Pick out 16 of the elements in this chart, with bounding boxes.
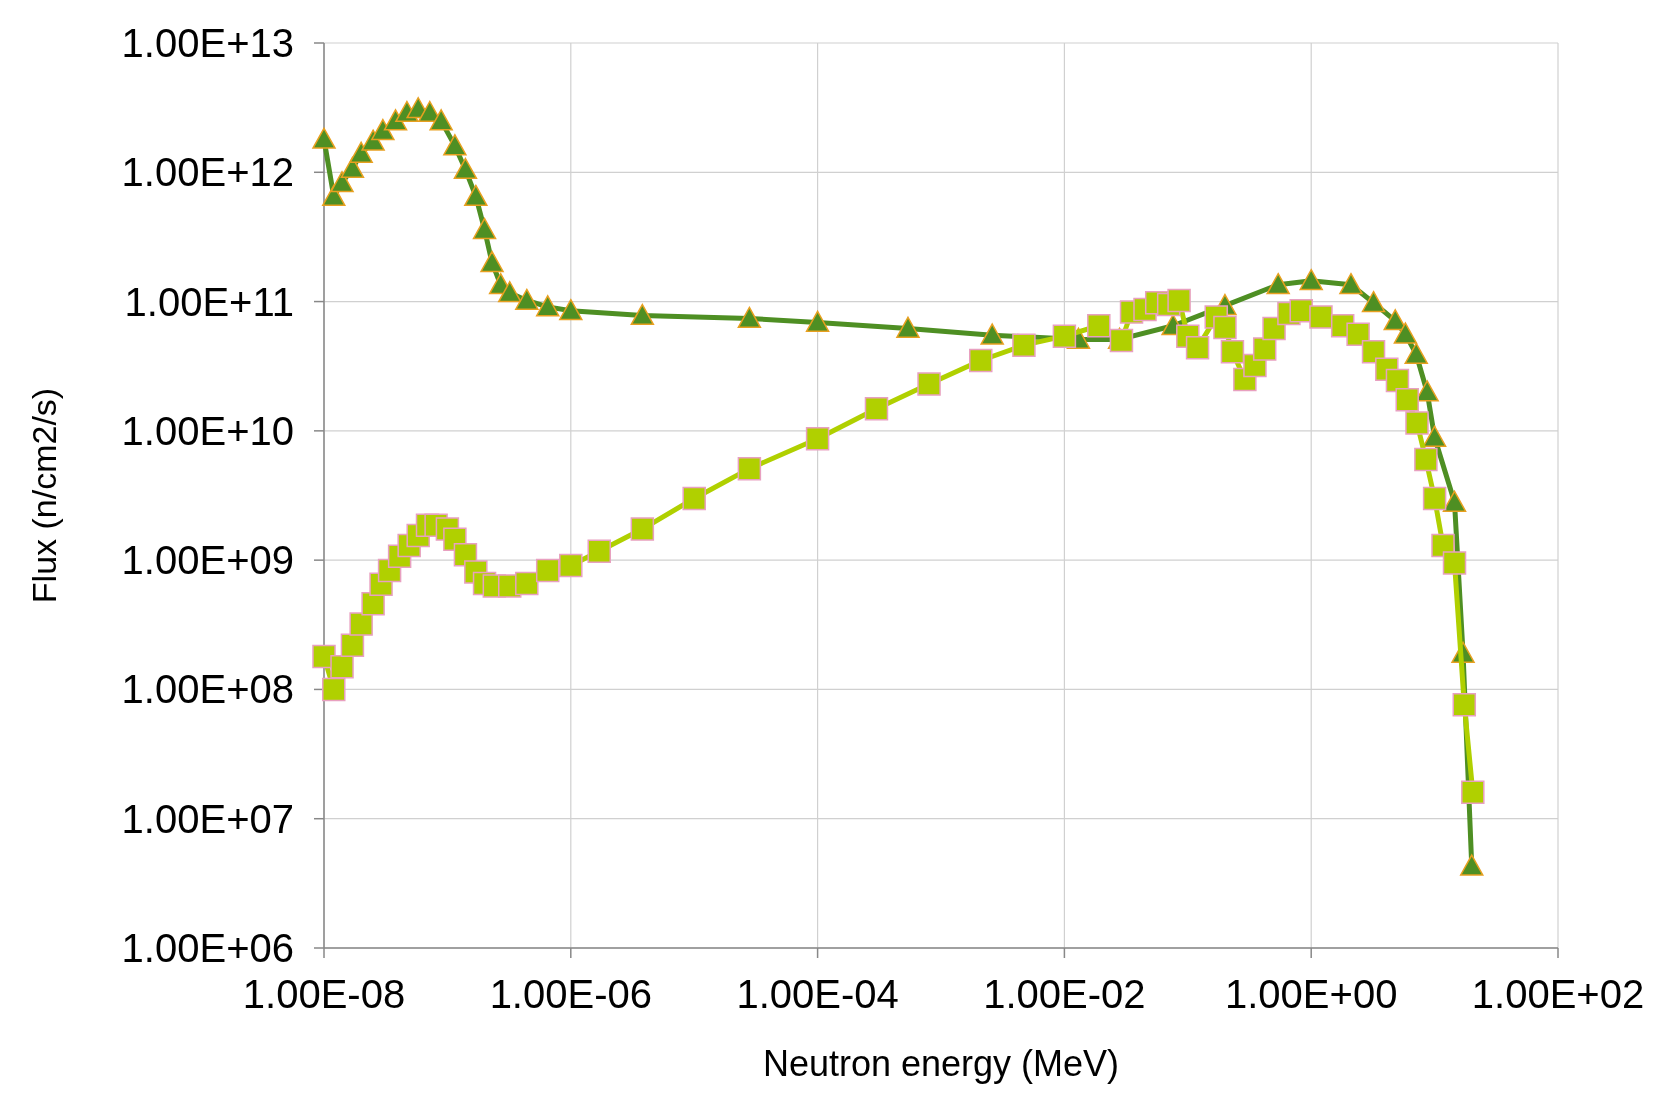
y-tick-label: 1.00E+10 [121, 408, 294, 453]
y-tick-label: 1.00E+07 [121, 796, 294, 841]
x-tick-label: 1.00E+00 [1225, 972, 1398, 1016]
x-tick-label: 1.00E-02 [983, 972, 1146, 1016]
x-tick-label: 1.00E-08 [242, 972, 406, 1016]
y-tick-label: 1.00E+06 [121, 926, 294, 970]
x-tick-label: 1.00E-06 [489, 972, 652, 1016]
y-tick-label: 1.00E+13 [121, 21, 294, 65]
y-tick-label: 1.00E+11 [124, 279, 294, 324]
x-tick-label: 1.00E-04 [736, 972, 899, 1016]
y-tick-label: 1.00E+09 [121, 538, 294, 583]
y-tick-label: 1.00E+12 [121, 150, 294, 195]
y-tick-label: 1.00E+08 [121, 667, 294, 712]
x-tick-label: 1.00E+02 [1471, 972, 1645, 1016]
x-axis-title: Neutron energy (MeV) [762, 1043, 1120, 1084]
y-axis-title: Flux (n/cm2/s) [25, 387, 63, 604]
